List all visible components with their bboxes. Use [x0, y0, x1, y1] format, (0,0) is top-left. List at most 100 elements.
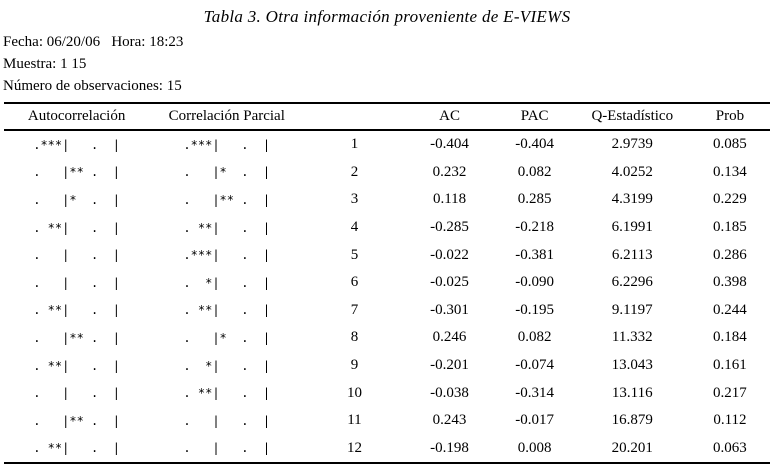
lag-number: 2 — [350, 163, 359, 180]
partial-correlation-bar: . **| . | — [183, 386, 271, 401]
autocorrelation-bar: . **| . | — [33, 358, 120, 373]
table-title: Tabla 3. Otra información proveniente de… — [203, 7, 571, 26]
lag-number: 11 — [347, 412, 362, 429]
prob-value: 0.286 — [713, 246, 747, 263]
autocorrelation-bar: .***| . | — [33, 137, 120, 152]
q-stat-value: 13.116 — [611, 384, 653, 401]
pac-value: -0.404 — [515, 136, 555, 153]
table-row: . **| . | . *| . | 9 -0.201 -0.074 13.04… — [4, 352, 770, 380]
lag-number: 12 — [304, 434, 405, 465]
pac-value: -0.017 — [515, 412, 555, 429]
prob-value: 0.063 — [689, 434, 770, 465]
lag-number: 7 — [350, 301, 359, 318]
ac-value: 0.243 — [432, 412, 467, 429]
header-autocorrelation: Autocorrelación — [4, 102, 150, 131]
pac-value: -0.314 — [515, 384, 555, 401]
q-stat-value: 20.201 — [574, 434, 690, 465]
q-stat-value: 4.0252 — [611, 163, 653, 180]
partial-correlation-bar: . **| . | — [183, 303, 271, 318]
ac-value: 0.118 — [432, 191, 467, 208]
ac-value: -0.404 — [430, 136, 469, 153]
pac-value: -0.381 — [515, 246, 555, 263]
pac-value: 0.082 — [517, 329, 552, 346]
correlogram-table: Autocorrelación Correlación Parcial AC P… — [4, 102, 770, 465]
table-row: . **| . | . | . | 12 -0.198 0.008 20.201… — [4, 434, 770, 465]
autocorrelation-bar: . |** . | — [33, 413, 120, 428]
table-row: . |** . | . |* . | 2 0.232 0.082 4.0252 … — [4, 159, 770, 187]
q-stat-value: 16.879 — [611, 412, 653, 429]
pac-value: -0.195 — [515, 301, 555, 318]
header-pac: PAC — [494, 102, 575, 131]
q-stat-value: 13.043 — [611, 357, 653, 374]
q-stat-value: 9.1197 — [611, 301, 653, 318]
q-stat-value: 6.2113 — [611, 246, 653, 263]
prob-value: 0.229 — [713, 191, 747, 208]
prob-value: 0.398 — [713, 274, 747, 291]
partial-correlation-bar: . |** . | — [183, 192, 271, 207]
partial-correlation-bar: . |* . | — [183, 330, 271, 345]
partial-correlation-bar: . | . | — [149, 434, 305, 465]
header-prob: Prob — [689, 102, 770, 131]
ac-value: -0.025 — [430, 274, 469, 291]
q-stat-value: 11.332 — [611, 329, 653, 346]
table-row: . | . | . **| . | 10 -0.038 -0.314 13.11… — [4, 379, 770, 407]
ac-value: 0.246 — [432, 329, 467, 346]
ac-value: -0.301 — [430, 301, 469, 318]
ac-value: -0.285 — [430, 219, 469, 236]
header-lag — [304, 102, 405, 131]
prob-value: 0.217 — [713, 384, 747, 401]
autocorrelation-bar: . |** . | — [33, 165, 120, 180]
pac-value: 0.008 — [494, 434, 575, 465]
pac-value: 0.082 — [517, 163, 552, 180]
autocorrelation-bar: . **| . | — [4, 434, 150, 465]
date-time-line: Fecha: 06/20/06 Hora: 18:23 — [3, 34, 184, 50]
header-q-statistic: Q-Estadístico — [574, 102, 690, 131]
table-row: . | . | .***| . | 5 -0.022 -0.381 6.2113… — [4, 241, 770, 269]
sample-line: Muestra: 1 15 — [3, 56, 87, 72]
ac-value: -0.198 — [404, 434, 495, 465]
lag-number: 4 — [350, 219, 359, 236]
q-stat-value: 4.3199 — [611, 191, 653, 208]
prob-value: 0.161 — [713, 357, 747, 374]
partial-correlation-bar: . |* . | — [183, 165, 271, 180]
lag-number: 3 — [350, 191, 359, 208]
ac-value: 0.232 — [432, 163, 467, 180]
partial-correlation-bar: . *| . | — [183, 275, 271, 290]
prob-value: 0.085 — [713, 136, 747, 153]
q-stat-value: 2.9739 — [611, 136, 653, 153]
autocorrelation-bar: . |* . | — [33, 192, 120, 207]
lag-number: 5 — [350, 246, 359, 263]
partial-correlation-bar: .***| . | — [183, 137, 271, 152]
pac-value: -0.218 — [515, 219, 555, 236]
autocorrelation-bar: . | . | — [33, 386, 120, 401]
pac-value: -0.074 — [515, 357, 555, 374]
lag-number: 6 — [350, 274, 359, 291]
lag-number: 10 — [346, 384, 362, 401]
q-stat-value: 6.1991 — [611, 219, 653, 236]
metadata-block: Fecha: 06/20/06 Hora: 18:23 Muestra: 1 1… — [3, 31, 774, 97]
partial-correlation-bar: . | . | — [183, 413, 271, 428]
table-row: . **| . | . **| . | 7 -0.301 -0.195 9.11… — [4, 297, 770, 325]
ac-value: -0.038 — [430, 384, 469, 401]
autocorrelation-bar: . **| . | — [33, 303, 120, 318]
table-body: .***| . | .***| . | 1 -0.404 -0.404 2.97… — [4, 130, 770, 465]
prob-value: 0.244 — [713, 301, 747, 318]
q-stat-value: 6.2296 — [611, 274, 653, 291]
autocorrelation-bar: . | . | — [33, 248, 120, 263]
observations-line: Número de observaciones: 15 — [3, 78, 182, 94]
lag-number: 8 — [350, 329, 359, 346]
autocorrelation-bar: . |** . | — [33, 330, 120, 345]
ac-value: -0.201 — [430, 357, 469, 374]
table-row: . |** . | . | . | 11 0.243 -0.017 16.879… — [4, 407, 770, 435]
header-partial-correlation: Correlación Parcial — [149, 102, 305, 131]
table-row: . |** . | . |* . | 8 0.246 0.082 11.332 … — [4, 324, 770, 352]
table-row: . |* . | . |** . | 3 0.118 0.285 4.3199 … — [4, 186, 770, 214]
autocorrelation-bar: . **| . | — [33, 220, 120, 235]
prob-value: 0.184 — [713, 329, 747, 346]
prob-value: 0.185 — [713, 219, 747, 236]
ac-value: -0.022 — [430, 246, 469, 263]
pac-value: -0.090 — [515, 274, 555, 291]
prob-value: 0.112 — [713, 412, 747, 429]
table-row: . **| . | . **| . | 4 -0.285 -0.218 6.19… — [4, 214, 770, 242]
partial-correlation-bar: .***| . | — [183, 248, 271, 263]
